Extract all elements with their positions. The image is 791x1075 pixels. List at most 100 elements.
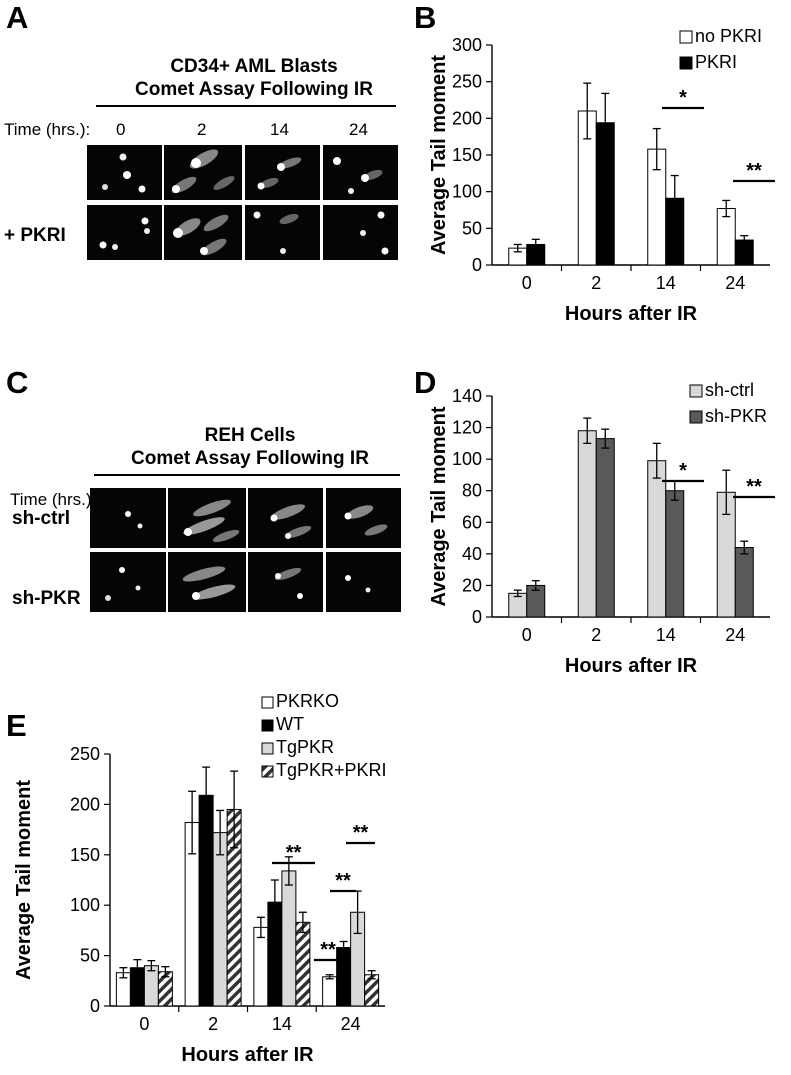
x-tick-label: 24	[725, 625, 745, 645]
comet-image-a-pkri-24h	[323, 205, 398, 260]
y-tick-label: 150	[452, 145, 482, 165]
x-tick-label: 2	[591, 273, 601, 293]
x-axis-label: Hours after IR	[565, 655, 698, 677]
x-tick-label: 0	[139, 1014, 149, 1034]
y-tick-label: 0	[472, 607, 482, 627]
legend-swatch	[679, 56, 693, 70]
significance-label: **	[335, 870, 351, 892]
significance-label: **	[320, 939, 336, 961]
y-tick-label: 140	[452, 386, 482, 406]
panel-letter-c: C	[6, 365, 29, 400]
y-tick-label: 100	[452, 182, 482, 202]
y-tick-label: 120	[452, 418, 482, 438]
y-tick-label: 100	[452, 449, 482, 469]
y-tick-label: 300	[452, 35, 482, 55]
y-tick-label: 100	[70, 895, 100, 915]
bar	[595, 438, 615, 618]
legend-swatch	[689, 410, 703, 424]
significance-label: **	[353, 822, 369, 844]
x-tick-label: 0	[522, 625, 532, 645]
significance-label: **	[746, 476, 762, 498]
comet-image-c-pkr-14h	[248, 552, 323, 612]
panel-a-time-0: 0	[116, 120, 126, 139]
bar	[253, 926, 269, 1007]
legend-swatch	[261, 696, 274, 709]
significance-label: *	[679, 460, 687, 482]
comet-image-a-ctrl-24h	[323, 145, 398, 200]
panel-c-row-label-sh-pkr: sh-PKR	[12, 588, 81, 609]
legend-swatch	[679, 30, 693, 44]
panel-a-row-label-pkri: + PKRI	[4, 225, 66, 246]
comet-image-c-pkr-2h	[168, 552, 246, 612]
significance-label: *	[679, 87, 687, 109]
panel-c-title-line1: REH Cells	[204, 425, 296, 446]
bar	[143, 965, 159, 1007]
bar	[212, 832, 228, 1007]
panel-a-title-line2: Comet Assay Following IR	[135, 79, 373, 100]
y-tick-label: 200	[70, 794, 100, 814]
bar	[295, 921, 311, 1007]
x-tick-label: 24	[341, 1014, 361, 1034]
x-tick-label: 14	[656, 625, 676, 645]
chart-e: 0 50 100 150 200 250 0 2 14 24 Hours after IR Avera…	[13, 691, 387, 1066]
panel-letter-b: B	[414, 0, 437, 35]
legend-label: sh-ctrl	[705, 380, 754, 400]
legend-swatch	[261, 742, 274, 755]
x-tick-label: 0	[522, 273, 532, 293]
y-tick-label: 50	[80, 946, 100, 966]
y-tick-label: 50	[462, 218, 482, 238]
panel-c-row-label-sh-ctrl: sh-ctrl	[12, 508, 71, 529]
comet-image-a-ctrl-14h	[245, 145, 320, 200]
comet-image-c-pkr-24h	[326, 552, 401, 612]
x-axis-label: Hours after IR	[181, 1044, 314, 1066]
panel-a-time-2: 2	[197, 120, 207, 139]
panel-c-title-rule	[94, 474, 400, 476]
significance-label: **	[746, 160, 762, 182]
x-tick-label: 24	[725, 273, 745, 293]
y-axis-label: Average Tail moment	[428, 55, 450, 255]
y-tick-label: 250	[70, 744, 100, 764]
legend-label: sh-PKR	[705, 406, 767, 426]
legend-label: PKRKO	[276, 691, 339, 711]
x-axis-label: Hours after IR	[565, 303, 698, 325]
comet-image-a-pkri-14h	[245, 205, 320, 260]
comet-image-a-pkri-2h	[164, 205, 242, 260]
x-tick-label: 14	[272, 1014, 292, 1034]
bar	[281, 870, 297, 1007]
panel-a-time-24: 24	[349, 120, 368, 139]
panel-a-time-14: 14	[270, 120, 289, 139]
bar	[665, 490, 685, 618]
y-axis-label: Average Tail moment	[13, 780, 35, 980]
bar	[577, 430, 597, 618]
x-tick-label: 2	[591, 625, 601, 645]
x-tick-label: 2	[208, 1014, 218, 1034]
bar	[336, 947, 352, 1007]
bar	[734, 547, 754, 618]
legend-label: WT	[276, 714, 304, 734]
y-tick-label: 200	[452, 108, 482, 128]
y-tick-label: 150	[70, 845, 100, 865]
y-tick-label: 20	[462, 575, 482, 595]
comet-image-a-ctrl-2h	[164, 145, 242, 200]
significance-label: **	[286, 842, 302, 864]
panel-a-time-prefix: Time (hrs.):	[4, 120, 91, 139]
panel-a-title-line1: CD34+ AML Blasts	[170, 56, 338, 77]
bar	[647, 460, 667, 618]
legend-label: no PKRI	[695, 26, 762, 46]
y-axis-label: Average Tail moment	[428, 406, 450, 606]
chart-d: 0 20 40 60 80 100 120 140 0 2 14 24 Hours after IR Av…	[428, 380, 775, 677]
comet-image-a-pkri-0h	[87, 205, 162, 260]
legend-swatch	[261, 765, 274, 778]
comet-image-c-pkr-0h	[90, 552, 166, 612]
chart-b: 0 50 100 150 200 250 300 0 2 14 24 Hours after IR Av…	[428, 26, 775, 325]
legend-label: TgPKR	[276, 737, 334, 757]
panel-letter-d: D	[414, 365, 437, 400]
y-tick-label: 80	[462, 481, 482, 501]
comet-image-c-ctrl-2h	[168, 488, 246, 548]
bar	[198, 794, 214, 1007]
legend-label: PKRI	[695, 52, 737, 72]
bar	[322, 976, 338, 1007]
legend-label: TgPKR+PKRI	[276, 760, 387, 780]
comet-image-a-ctrl-0h	[87, 145, 162, 200]
